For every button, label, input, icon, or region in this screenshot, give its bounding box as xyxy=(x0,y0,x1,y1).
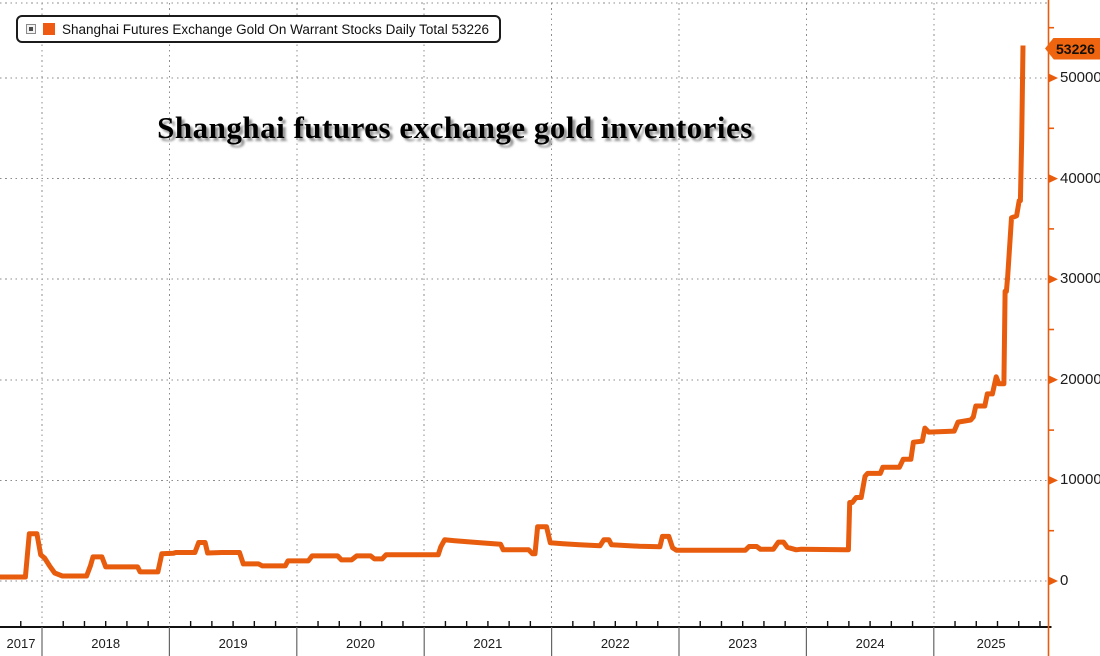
x-axis-year-label: 2019 xyxy=(218,636,248,651)
y-axis-tick-arrow xyxy=(1048,274,1058,284)
y-axis-tick-arrow xyxy=(1048,174,1058,184)
x-axis-year-label: 2018 xyxy=(91,636,121,651)
last-value-tag: 53226 xyxy=(1045,37,1100,60)
legend-series-swatch xyxy=(43,23,55,35)
x-axis-year-label: 2024 xyxy=(855,636,885,651)
legend-collapse-dot xyxy=(29,27,33,31)
x-axis-year-label: 2023 xyxy=(728,636,758,651)
legend-series-label: Shanghai Futures Exchange Gold On Warran… xyxy=(62,21,489,37)
x-axis-year-label: 2021 xyxy=(473,636,503,651)
y-axis-tick-arrow xyxy=(1048,576,1058,586)
y-axis-tick-arrow xyxy=(1048,375,1058,385)
y-axis-tick-label: 30000 xyxy=(1060,270,1100,288)
y-axis-tick-label: 20000 xyxy=(1060,370,1100,388)
x-axis-year-label: 2025 xyxy=(976,636,1006,651)
x-axis-year-label: 2017 xyxy=(6,636,36,651)
legend-box[interactable]: Shanghai Futures Exchange Gold On Warran… xyxy=(16,15,501,43)
y-axis-tick-arrow xyxy=(1048,73,1058,83)
y-axis-tick-arrow xyxy=(1048,475,1058,485)
y-axis-tick-label: 10000 xyxy=(1060,471,1100,489)
y-axis-tick-label: 50000 xyxy=(1060,69,1100,86)
y-axis-tick-label: 40000 xyxy=(1060,169,1100,187)
x-axis-year-label: 2022 xyxy=(600,636,630,651)
data-line-series xyxy=(0,45,1026,580)
chart-title: Shanghai futures exchange gold inventori… xyxy=(157,110,753,145)
y-axis-tick-label: 0 xyxy=(1060,572,1069,589)
legend-collapse-icon[interactable] xyxy=(26,24,36,34)
x-axis-year-label: 2020 xyxy=(346,636,375,651)
